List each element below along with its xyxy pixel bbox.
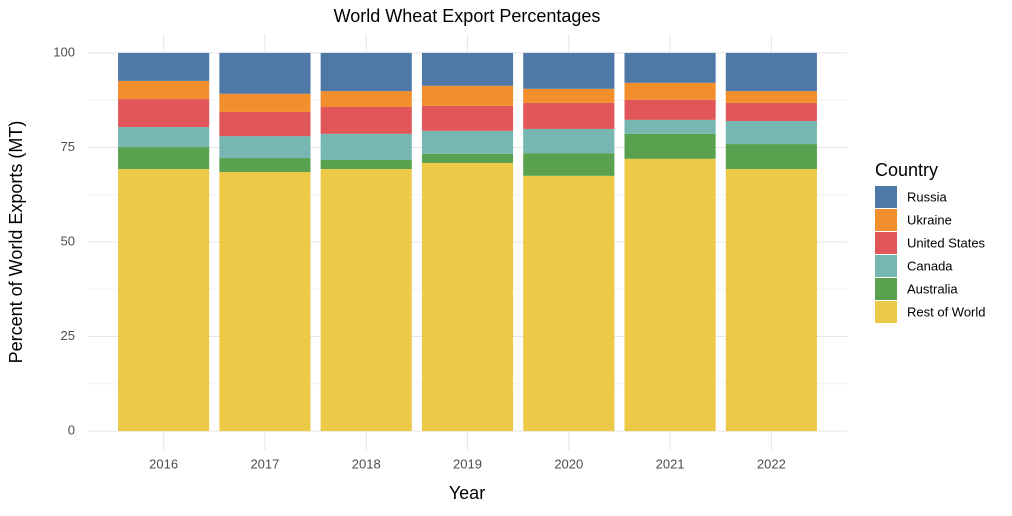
bar-segment: [118, 127, 210, 148]
bar-segment: [118, 147, 210, 170]
bar-segment: [624, 52, 716, 83]
x-tick-label: 2017: [250, 456, 279, 471]
legend-key: [875, 186, 897, 208]
bar-segment: [523, 88, 615, 103]
bar-segment: [523, 175, 615, 432]
legend-label: Canada: [907, 258, 953, 273]
x-tick-label: 2019: [453, 456, 482, 471]
bar-segment: [725, 91, 817, 103]
bar-segment: [118, 169, 210, 432]
bar-segment: [118, 80, 210, 100]
bar-segment: [725, 52, 817, 92]
bar-segment: [725, 120, 817, 145]
bar-segment: [725, 169, 817, 432]
x-tick-label: 2020: [554, 456, 583, 471]
bar-segment: [725, 144, 817, 170]
bar-segment: [725, 102, 817, 121]
y-tick-label: 75: [61, 139, 75, 154]
legend-key: [875, 255, 897, 277]
legend-label: United States: [907, 235, 986, 250]
y-tick-label: 100: [53, 44, 75, 59]
bar-segment: [118, 99, 210, 128]
y-tick-label: 0: [68, 423, 75, 438]
bar-segment: [624, 119, 716, 134]
bar-segment: [421, 52, 514, 86]
legend-label: Australia: [907, 281, 958, 296]
legend-key: [875, 301, 897, 323]
legend-label: Russia: [907, 189, 948, 204]
bar-segment: [624, 158, 716, 432]
bar-segment: [523, 52, 615, 89]
bar-segment: [320, 169, 412, 432]
bar-segment: [624, 133, 716, 159]
y-tick-label: 25: [61, 328, 75, 343]
bar-segment: [118, 52, 210, 81]
legend-title: Country: [875, 160, 938, 180]
bar-segment: [421, 105, 514, 131]
bar-segment: [624, 99, 716, 120]
bar-segment: [523, 102, 615, 129]
x-tick-label: 2021: [656, 456, 685, 471]
bar-segment: [219, 111, 311, 137]
bar-segment: [523, 128, 615, 154]
bar-segment: [219, 172, 311, 432]
bar-segment: [219, 93, 311, 112]
bar-segment: [219, 136, 311, 159]
y-tick-label: 50: [61, 233, 75, 248]
legend-key: [875, 232, 897, 254]
x-axis-title: Year: [449, 483, 485, 503]
bar-segment: [421, 130, 514, 154]
bar-segment: [219, 158, 311, 173]
x-tick-label: 2018: [352, 456, 381, 471]
bar-segment: [320, 91, 412, 107]
legend-key: [875, 278, 897, 300]
bar-segment: [219, 52, 311, 94]
legend-key: [875, 209, 897, 231]
bar-segment: [320, 159, 412, 170]
bar-segment: [421, 85, 514, 106]
x-tick-label: 2022: [757, 456, 786, 471]
legend-label: Ukraine: [907, 212, 952, 227]
bar-segment: [421, 153, 514, 163]
bar-segment: [320, 52, 412, 92]
bar-segment: [421, 162, 514, 432]
bar-segment: [320, 106, 412, 134]
bar-segment: [624, 82, 716, 100]
bar-segment: [320, 133, 412, 160]
chart-title: World Wheat Export Percentages: [334, 6, 601, 26]
x-tick-label: 2016: [149, 456, 178, 471]
bar-segment: [523, 153, 615, 176]
y-axis-title: Percent of World Exports (MT): [6, 121, 26, 364]
legend-label: Rest of World: [907, 304, 986, 319]
